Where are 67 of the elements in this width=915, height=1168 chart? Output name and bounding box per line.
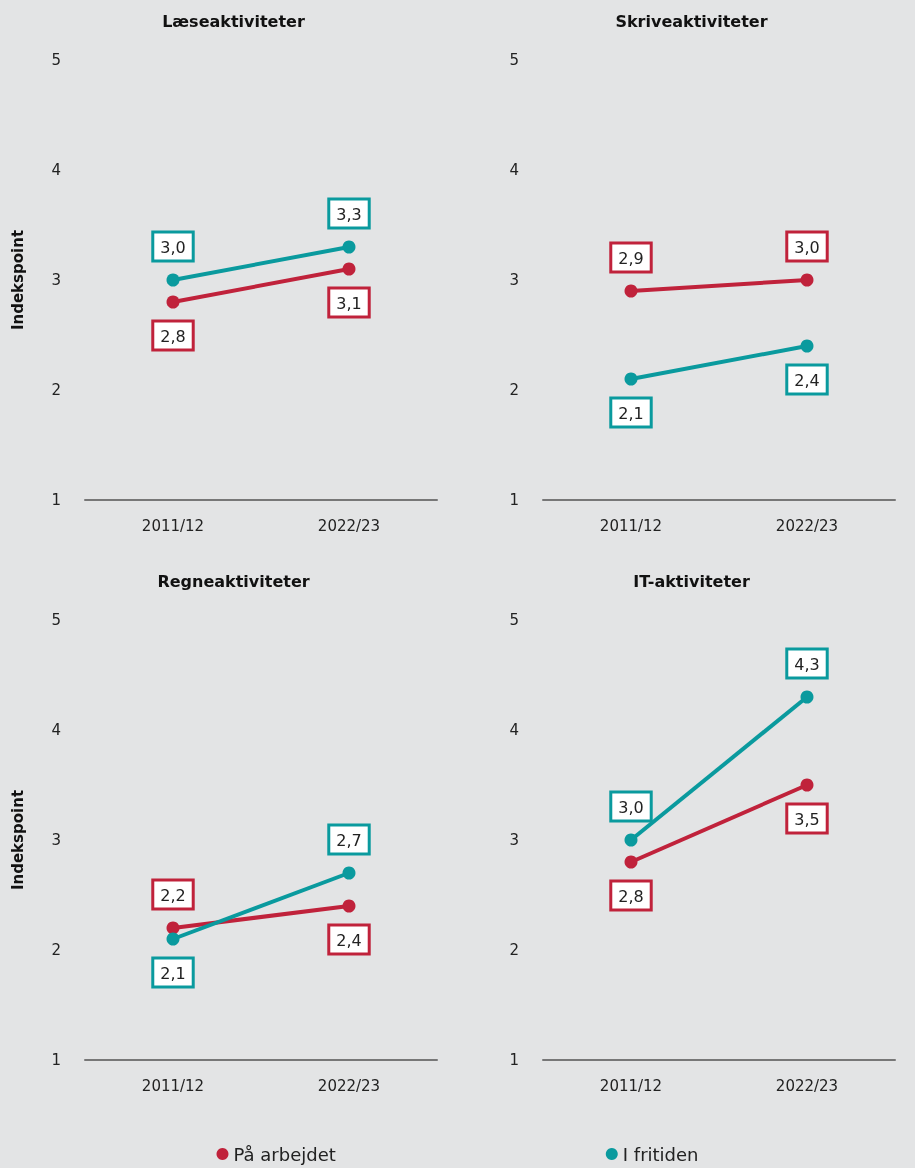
point	[342, 866, 356, 880]
data-label: 4,3	[794, 655, 820, 674]
y-tick-label: 5	[509, 51, 519, 69]
x-tick-label: 2011/12	[141, 516, 205, 535]
data-label: 2,4	[794, 371, 820, 390]
data-label: 3,0	[618, 798, 644, 817]
point	[800, 690, 814, 704]
x-tick-label: 2011/12	[599, 1076, 663, 1095]
y-tick-label: 1	[51, 1051, 61, 1069]
data-label: 3,1	[336, 294, 362, 313]
y-tick-label: 5	[509, 611, 519, 629]
y-tick-label: 3	[51, 271, 61, 289]
y-tick-label: 4	[51, 721, 61, 739]
y-tick-label: 2	[51, 941, 61, 959]
x-tick-label: 2011/12	[599, 516, 663, 535]
x-tick-label: 2022/23	[317, 1076, 381, 1095]
y-tick-label: 1	[509, 1051, 519, 1069]
x-tick-label: 2022/23	[775, 516, 839, 535]
data-label: 2,9	[618, 249, 644, 268]
y-tick-label: 4	[509, 161, 519, 179]
data-label: 2,4	[336, 931, 362, 950]
chart-title: Læseaktiviteter	[162, 11, 305, 31]
point	[166, 273, 180, 287]
chart-title: Skriveaktiviteter	[615, 11, 768, 31]
y-axis-title: Indekspoint	[8, 789, 27, 891]
y-tick-label: 3	[509, 831, 519, 849]
legend-label: I fritiden	[622, 1143, 699, 1165]
y-tick-label: 2	[509, 381, 519, 399]
chart-title: IT-aktiviteter	[633, 571, 750, 591]
x-tick-label: 2022/23	[317, 516, 381, 535]
y-tick-label: 1	[51, 491, 61, 509]
data-label: 2,7	[336, 831, 362, 850]
data-label: 3,0	[794, 238, 820, 257]
data-label: 3,5	[794, 810, 820, 829]
point	[800, 778, 814, 792]
point	[342, 262, 356, 276]
y-tick-label: 3	[509, 271, 519, 289]
data-label: 2,8	[618, 887, 644, 906]
chart-title: Regneaktiviteter	[157, 571, 310, 591]
point	[624, 284, 638, 298]
point	[342, 240, 356, 254]
point	[166, 932, 180, 946]
y-tick-label: 4	[51, 161, 61, 179]
x-tick-label: 2022/23	[775, 1076, 839, 1095]
y-tick-label: 5	[51, 611, 61, 629]
data-label: 2,1	[618, 404, 644, 423]
x-tick-label: 2011/12	[141, 1076, 205, 1095]
legend-label: På arbejdet	[233, 1143, 336, 1165]
y-tick-label: 4	[509, 721, 519, 739]
data-label: 2,1	[160, 964, 186, 983]
y-tick-label: 2	[509, 941, 519, 959]
data-label: 3,0	[160, 238, 186, 257]
point	[800, 339, 814, 353]
data-label: 2,8	[160, 327, 186, 346]
point	[800, 273, 814, 287]
point	[166, 295, 180, 309]
y-tick-label: 5	[51, 51, 61, 69]
y-tick-label: 3	[51, 831, 61, 849]
y-tick-label: 1	[509, 491, 519, 509]
point	[624, 855, 638, 869]
point	[342, 899, 356, 913]
data-label: 3,3	[336, 205, 362, 224]
data-label: 2,2	[160, 886, 186, 905]
y-tick-label: 2	[51, 381, 61, 399]
point	[624, 833, 638, 847]
y-axis-title: Indekspoint	[8, 229, 27, 331]
point	[624, 372, 638, 386]
